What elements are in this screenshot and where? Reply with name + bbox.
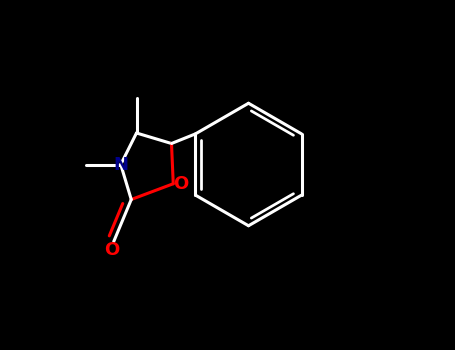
Text: O: O (173, 175, 188, 193)
Text: O: O (104, 241, 120, 259)
Text: N: N (113, 155, 128, 174)
